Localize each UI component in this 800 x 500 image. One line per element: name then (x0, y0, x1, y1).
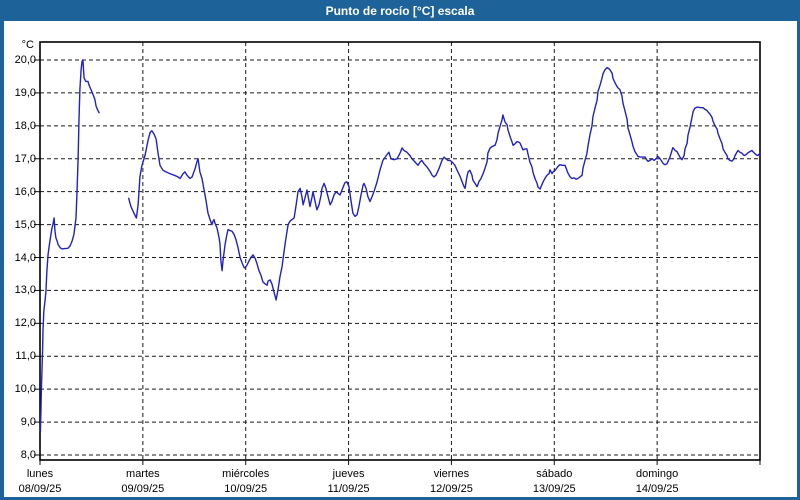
chart-area (4, 21, 797, 497)
window-title: Punto de rocío [°C] escala (325, 3, 475, 18)
y-axis-unit: °C (21, 39, 34, 51)
title-bar: Punto de rocío [°C] escala (0, 0, 800, 21)
